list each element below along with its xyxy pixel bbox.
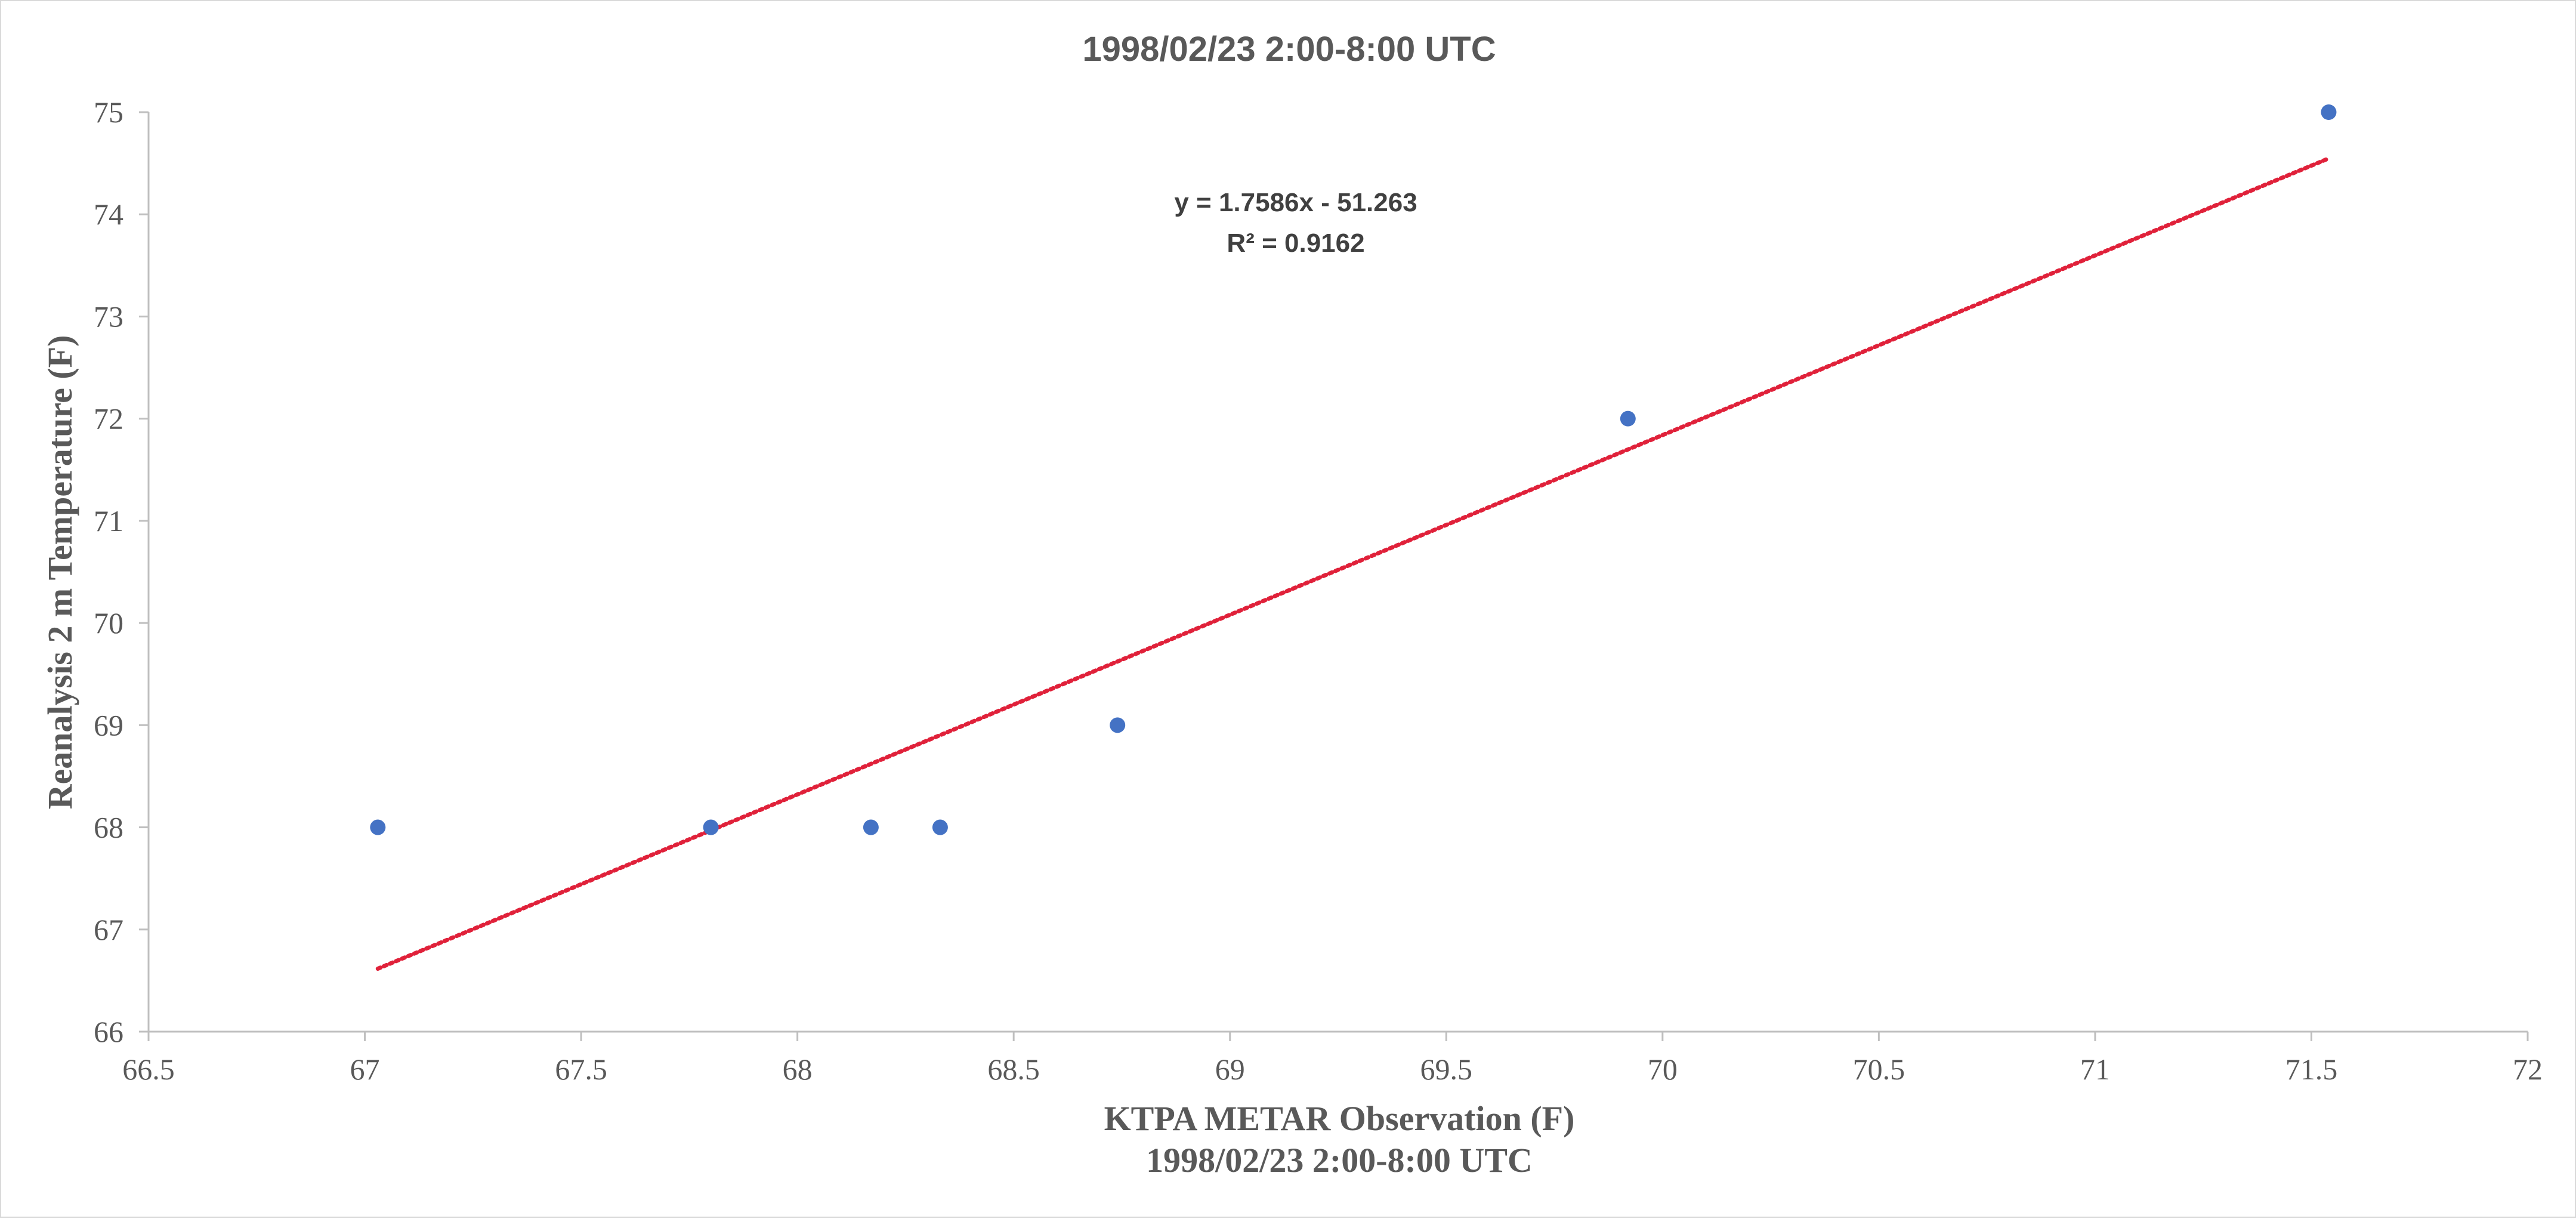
- y-tick-label: 70: [94, 606, 123, 640]
- y-tick-label: 73: [94, 300, 123, 333]
- data-point: [703, 819, 719, 835]
- x-tick-label: 68: [783, 1053, 813, 1086]
- x-tick-label: 71: [2080, 1053, 2110, 1086]
- data-points: [370, 104, 2337, 835]
- y-tick-label: 66: [94, 1015, 123, 1048]
- y-tick-label: 75: [94, 95, 123, 129]
- x-tick-label: 70: [1648, 1053, 1678, 1086]
- axes: [147, 112, 2528, 1033]
- x-tick-label: 66.5: [122, 1053, 175, 1086]
- x-tick-label: 69.5: [1420, 1053, 1473, 1086]
- x-tick-label: 71.5: [2285, 1053, 2338, 1086]
- data-point: [1620, 411, 1636, 427]
- x-tick-label: 69: [1215, 1053, 1245, 1086]
- x-tick-label: 72: [2513, 1053, 2543, 1086]
- y-tick-label: 71: [94, 504, 123, 538]
- x-tick-label: 68.5: [987, 1053, 1040, 1086]
- y-tick-label: 69: [94, 708, 123, 742]
- y-axis-ticks: 66 67 68 69 70 71 72 73 74 75: [94, 95, 149, 1048]
- chart-title: 1998/02/23 2:00-8:00 UTC: [1082, 30, 1496, 69]
- x-tick-label: 67.5: [555, 1053, 607, 1086]
- y-tick-label: 68: [94, 811, 123, 844]
- trendline-equation: y = 1.7586x - 51.263: [1174, 188, 1417, 217]
- y-axis-label: Reanalysis 2 m Temperature (F): [41, 335, 79, 810]
- y-tick-label: 74: [94, 197, 123, 231]
- data-point: [932, 819, 948, 835]
- x-tick-label: 67: [350, 1053, 380, 1086]
- data-point: [370, 819, 386, 835]
- x-tick-label: 70.5: [1853, 1053, 1905, 1086]
- data-point: [2321, 104, 2337, 120]
- trendline: [375, 156, 2331, 971]
- x-axis-ticks: 66.5 67 67.5 68 68.5 69 69.5 70 70.5 71 71.5 72: [122, 1032, 2543, 1086]
- y-tick-label: 72: [94, 402, 123, 436]
- trendline-r2: R² = 0.9162: [1227, 229, 1364, 258]
- x-axis-label: KTPA METAR Observation (F): [1104, 1099, 1575, 1138]
- y-tick-label: 67: [94, 913, 123, 946]
- x-axis-sublabel: 1998/02/23 2:00-8:00 UTC: [1146, 1141, 1533, 1180]
- trendline-line: [375, 156, 2331, 971]
- data-point: [863, 819, 879, 835]
- data-point: [1110, 717, 1126, 733]
